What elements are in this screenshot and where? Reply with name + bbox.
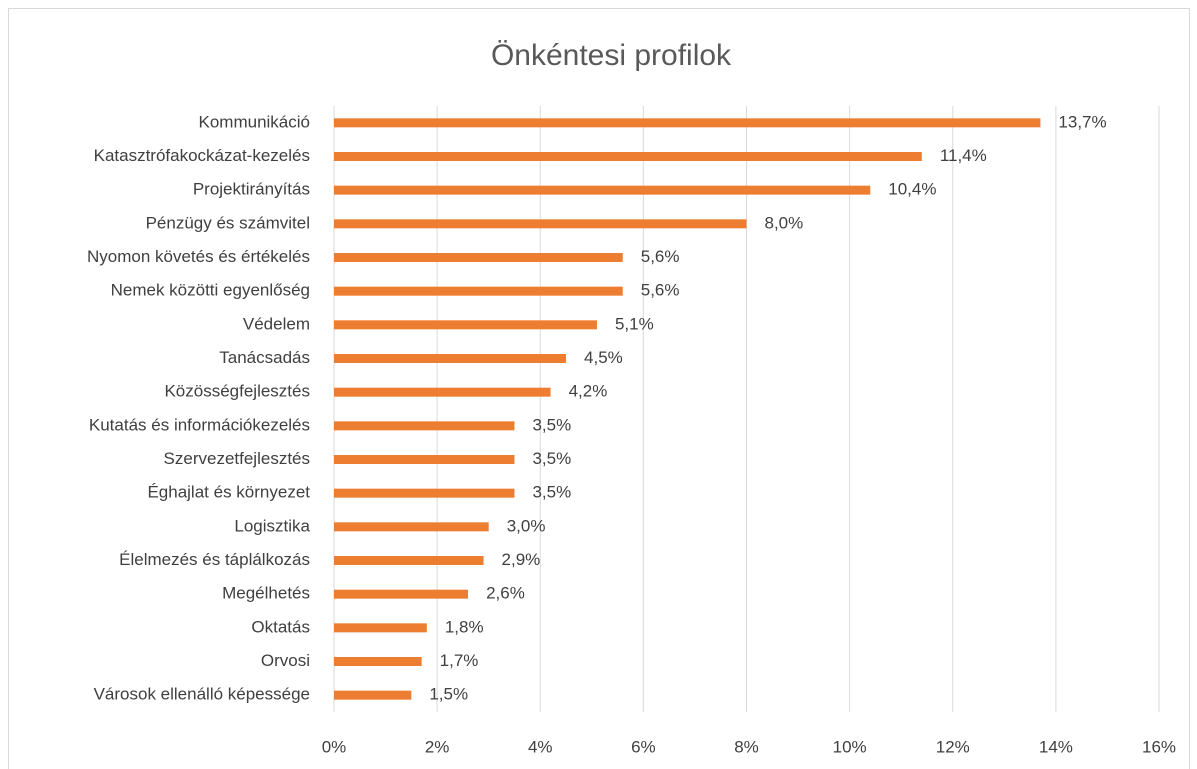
- y-tick-label: Védelem: [243, 314, 310, 333]
- data-label: 3,5%: [532, 483, 571, 502]
- x-tick-label: 4%: [528, 737, 553, 756]
- x-tick-label: 12%: [936, 737, 970, 756]
- x-tick-label: 6%: [631, 737, 656, 756]
- y-tick-label: Pénzügy és számvitel: [146, 213, 310, 232]
- x-tick-label: 14%: [1039, 737, 1073, 756]
- y-tick-label: Szervezetfejlesztés: [164, 449, 310, 468]
- data-label: 5,6%: [641, 281, 680, 300]
- x-tick-label: 10%: [833, 737, 867, 756]
- bar: [334, 522, 489, 532]
- bar: [334, 556, 484, 565]
- data-label: 3,0%: [507, 516, 546, 535]
- bar: [334, 657, 422, 666]
- x-tick-label: 16%: [1142, 737, 1176, 756]
- y-tick-label: Kutatás és információkezelés: [89, 415, 310, 434]
- data-label: 11,4%: [940, 146, 987, 165]
- data-label: 13,7%: [1058, 112, 1106, 131]
- x-tick-label: 0%: [322, 737, 347, 756]
- data-label: 8,0%: [765, 213, 804, 232]
- data-label: 1,8%: [445, 617, 484, 636]
- x-tick-label: 8%: [734, 737, 759, 756]
- bar: [334, 354, 567, 363]
- y-tick-label: Kommunikáció: [199, 112, 311, 131]
- bar: [334, 455, 515, 464]
- data-label: 3,5%: [532, 415, 571, 434]
- chart-title: Önkéntesi profilok: [491, 39, 732, 72]
- data-label: 1,7%: [440, 651, 479, 670]
- y-tick-label: Éghajlat és környezet: [147, 483, 310, 502]
- data-label: 4,2%: [569, 382, 608, 401]
- data-label: 2,9%: [502, 550, 541, 569]
- bar: [334, 185, 871, 195]
- bar: [334, 253, 623, 262]
- y-tick-label: Közösségfejlesztés: [164, 382, 310, 401]
- data-label: 4,5%: [584, 348, 623, 367]
- y-tick-label: Élelmezés és táplálkozás: [119, 550, 310, 569]
- data-label: 10,4%: [888, 180, 936, 199]
- y-tick-label: Logisztika: [234, 516, 310, 535]
- y-tick-label: Nemek közötti egyenlőség: [111, 281, 310, 300]
- bar: [334, 690, 412, 700]
- data-label: 3,5%: [532, 449, 571, 468]
- bar: [334, 623, 427, 633]
- y-tick-label: Katasztrófakockázat-kezelés: [94, 146, 310, 165]
- x-tick-label: 2%: [425, 737, 450, 756]
- bar: [334, 589, 469, 599]
- y-tick-label: Megélhetés: [222, 584, 310, 603]
- data-label: 1,5%: [429, 685, 468, 704]
- y-tick-label: Projektirányítás: [193, 180, 310, 199]
- data-label: 2,6%: [486, 584, 525, 603]
- y-tick-label: Városok ellenálló képessége: [94, 685, 310, 704]
- bar: [334, 421, 515, 431]
- bar: [334, 488, 515, 498]
- bar: [334, 152, 922, 161]
- bar: [334, 387, 551, 397]
- bar: [334, 219, 747, 229]
- y-tick-label: Tanácsadás: [219, 348, 310, 367]
- y-tick-label: Nyomon követés és értékelés: [87, 247, 310, 266]
- bar: [334, 118, 1041, 128]
- bar: [334, 286, 623, 296]
- data-label: 5,1%: [615, 314, 654, 333]
- data-label: 5,6%: [641, 247, 680, 266]
- y-tick-label: Oktatás: [251, 617, 310, 636]
- bar: [334, 320, 597, 330]
- chart-border: [8, 8, 1190, 769]
- y-tick-label: Orvosi: [261, 651, 310, 670]
